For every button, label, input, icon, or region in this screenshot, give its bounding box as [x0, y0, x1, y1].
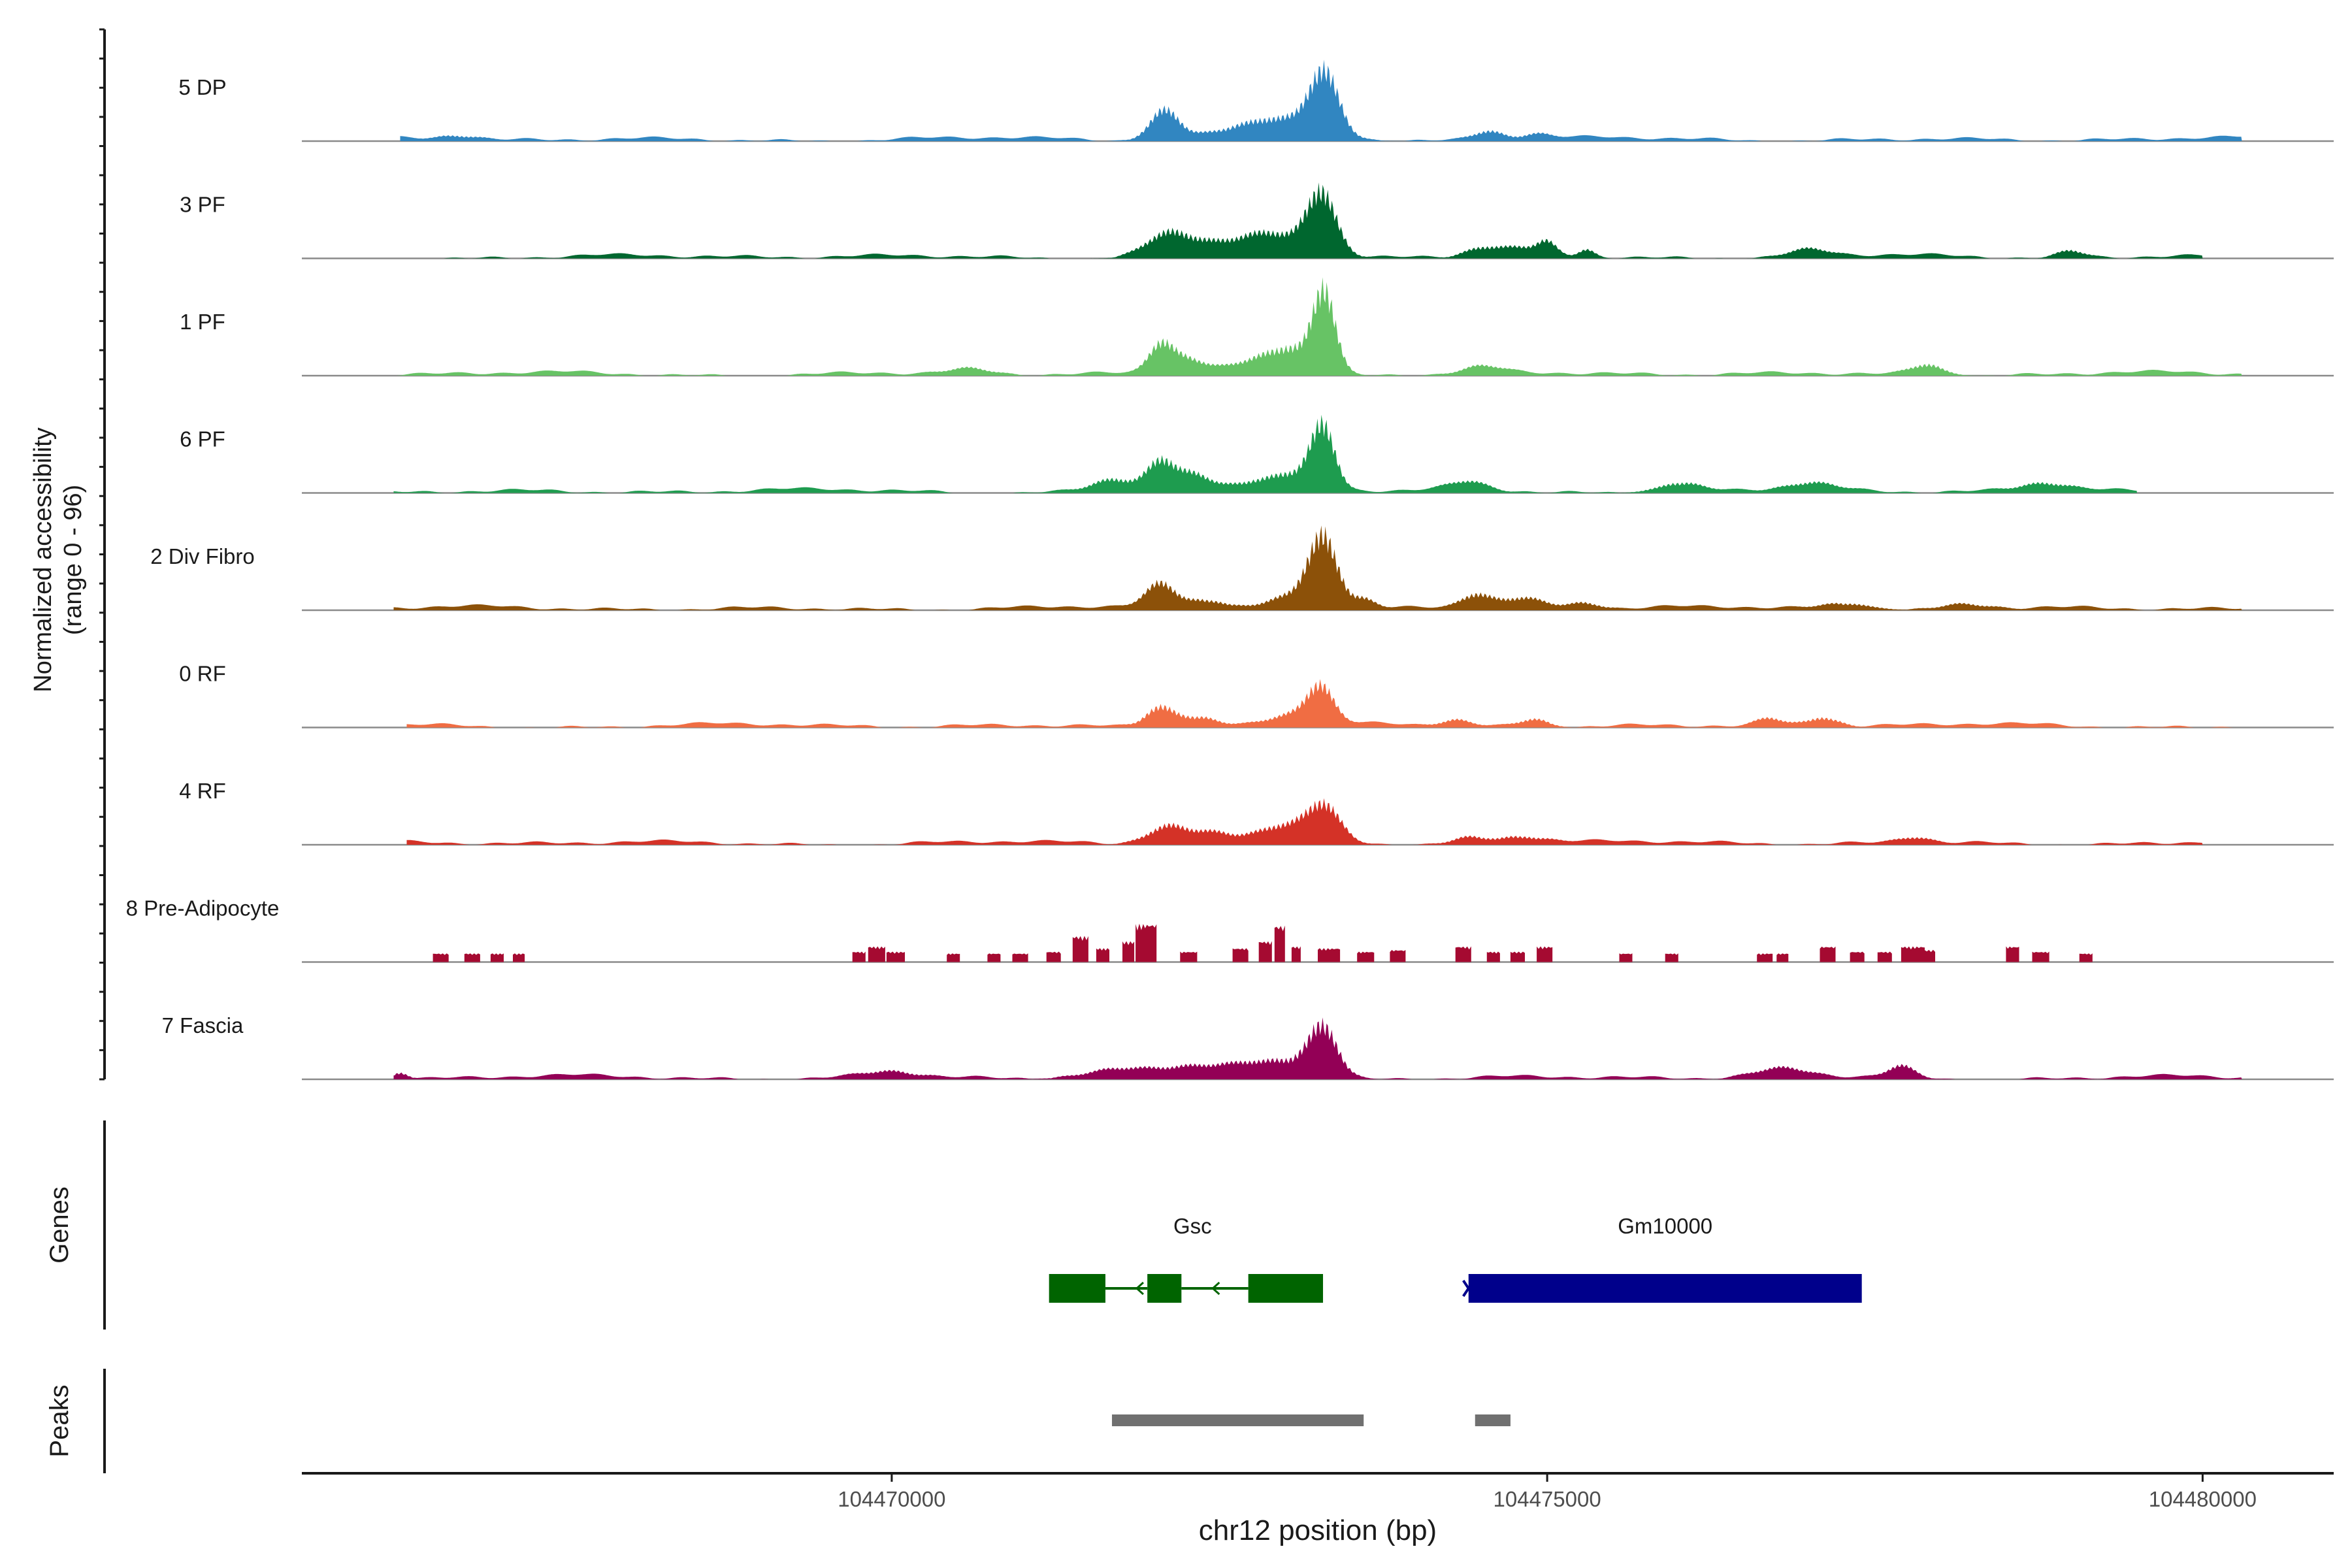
track-4-rf: 4 RF: [179, 779, 2334, 846]
x-axis-ticks: 104470000 104475000 104480000: [838, 1473, 2257, 1511]
track-label: 6 PF: [180, 427, 225, 451]
strand-arrow: [1462, 1279, 1471, 1298]
track-7-fascia: 7 Fascia: [162, 1013, 2334, 1081]
gene-label: Gm10000: [1618, 1214, 1712, 1238]
coverage-area: [393, 182, 2203, 259]
track-label: 7 Fascia: [162, 1013, 244, 1037]
strand-arrow: [1211, 1281, 1220, 1296]
gene-exon: [1468, 1274, 1862, 1303]
coverage-area: [406, 798, 2203, 845]
gene-gm10000: Gm10000: [1462, 1214, 1862, 1303]
track-label: 8 Pre-Adipocyte: [126, 896, 280, 921]
x-tick-label: 104480000: [2149, 1487, 2257, 1511]
coverage-y-axis: [99, 28, 106, 1081]
coverage-area: [393, 277, 2242, 376]
track-label: 3 PF: [180, 193, 225, 217]
coverage-area: [393, 1017, 2242, 1079]
strand-arrow: [1135, 1281, 1144, 1296]
peaks-axis-title: Peaks: [45, 1384, 74, 1457]
track-label: 2 Div Fibro: [150, 544, 255, 568]
track-3-pf: 3 PF: [180, 182, 2334, 259]
gene-label: Gsc: [1173, 1214, 1212, 1238]
track-0-rf: 0 RF: [179, 662, 2334, 728]
x-tick-label: 104470000: [838, 1487, 945, 1511]
track-1-pf: 1 PF: [180, 277, 2334, 377]
track-6-pf: 6 PF: [180, 414, 2334, 494]
track-label: 0 RF: [179, 662, 226, 686]
gene-exon: [1049, 1274, 1105, 1303]
coverage-area: [393, 525, 2242, 610]
y-axis-title-line1: Normalized accessibility: [29, 427, 57, 692]
gene-gsc: Gsc: [1049, 1214, 1324, 1303]
genes-axis-title: Genes: [45, 1186, 74, 1264]
coverage-area: [433, 923, 2093, 962]
track-8-pre-adipocyte: 8 Pre-Adipocyte: [126, 896, 2334, 963]
gene-exon: [1248, 1274, 1324, 1303]
coverage-area: [406, 679, 2242, 728]
track-2-div-fibro: 2 Div Fibro: [150, 525, 2334, 612]
track-5-dp: 5 DP: [178, 59, 2334, 142]
gene-exon: [1147, 1274, 1182, 1303]
x-axis-title: chr12 position (bp): [1199, 1514, 1437, 1546]
gene-annotations: Gsc Gm10000: [1049, 1214, 1862, 1303]
track-label: 4 RF: [179, 779, 226, 803]
track-label: 1 PF: [180, 310, 225, 334]
coverage-tracks: 5 DP 3 PF 1 PF 6 PF 2 Div Fibro 0 RF 4 RF 8 Pre…: [126, 59, 2334, 1081]
track-label: 5 DP: [178, 75, 226, 99]
coverage-area: [400, 59, 2242, 141]
x-tick-label: 104475000: [1494, 1487, 1601, 1511]
y-axis-title-line2: (range 0 - 96): [59, 485, 87, 635]
peak-regions: [1111, 1414, 1511, 1426]
peak-region: [1111, 1414, 1364, 1426]
peak-region: [1475, 1414, 1511, 1426]
